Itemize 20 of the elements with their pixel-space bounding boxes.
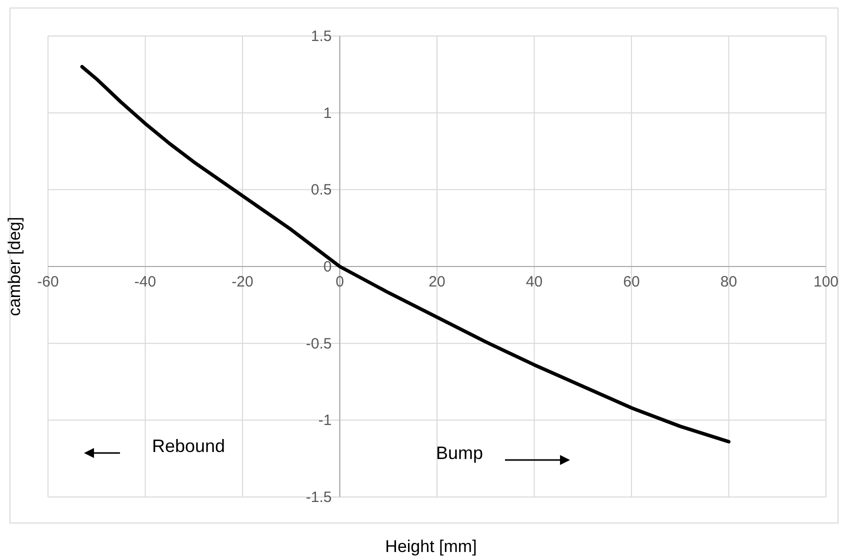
annotation: Bump bbox=[436, 443, 484, 463]
x-tick-label: -60 bbox=[37, 274, 59, 290]
x-tick-label: 20 bbox=[428, 274, 446, 290]
x-tick-label: 80 bbox=[720, 274, 738, 290]
x-axis-title: Height [mm] bbox=[385, 537, 477, 556]
annotation: Rebound bbox=[152, 436, 226, 456]
y-tick-label: 1.5 bbox=[310, 28, 332, 45]
x-tick-label: -40 bbox=[134, 274, 156, 290]
x-tick-label: 60 bbox=[623, 274, 640, 290]
y-tick-label: -1 bbox=[318, 412, 332, 430]
x-tick-label: 100 bbox=[813, 274, 839, 290]
y-tick-label: -1.5 bbox=[306, 489, 332, 506]
y-axis-title: camber [deg] bbox=[5, 216, 24, 316]
y-tick-label: -0.5 bbox=[306, 335, 332, 352]
x-tick-label: 40 bbox=[526, 274, 543, 290]
x-tick-label: 0 bbox=[336, 274, 344, 290]
y-tick-label: 0.5 bbox=[310, 182, 332, 199]
y-tick-label: 0 bbox=[323, 258, 332, 276]
y-tick-label: 1 bbox=[323, 104, 332, 122]
x-tick-label: -20 bbox=[232, 274, 254, 290]
